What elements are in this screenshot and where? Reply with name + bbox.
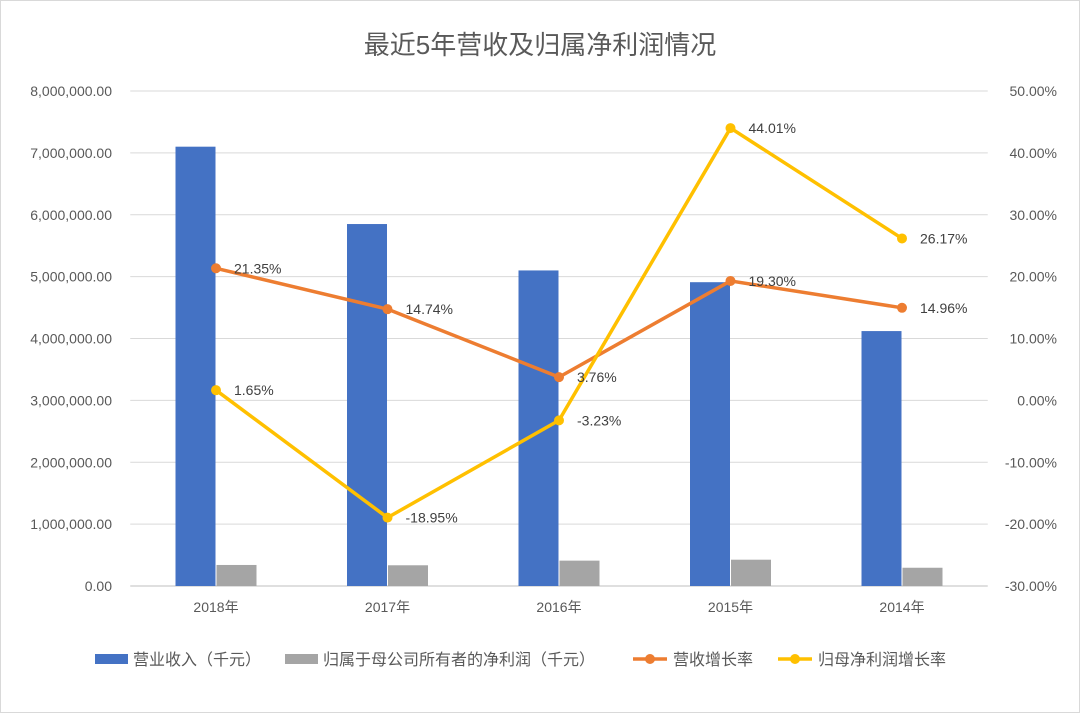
revenue-bar-2018 [175,146,216,586]
revenue-growth-data-label: 21.35% [234,260,281,276]
revenue-growth-point-2018 [211,263,221,274]
legend-marker [645,654,655,664]
y2-axis-tick-label: -10.00% [1005,454,1057,470]
legend-label: 营业收入（千元） [133,651,261,669]
bar-series [175,146,943,586]
chart-title: 最近5年营收及归属净利润情况 [364,30,716,60]
revenue-growth-point-2017 [382,304,393,315]
x-axis-tick-label: 2016年 [536,599,581,615]
revenue-growth-data-label: 19.30% [749,273,796,289]
net-profit-growth-data-label: 26.17% [920,230,967,246]
legend-swatch [285,654,318,664]
y2-axis-tick-label: -30.00% [1005,578,1057,594]
y-axis-tick-label: 0.00 [85,578,112,594]
y2-axis-tick-label: 0.00% [1017,392,1057,408]
net-profit-bar-2014 [902,567,943,586]
net-profit-bar-2016 [559,560,600,586]
y-axis-right: -30.00% -20.00% -10.00% 0.00% 10.00% 20.00% 30… [1005,83,1057,594]
revenue-growth-data-label: 3.76% [577,369,617,385]
net-profit-growth-data-label: -18.95% [406,510,458,526]
y2-axis-tick-label: 10.00% [1010,331,1057,347]
net-profit-growth-point-2016 [554,415,564,426]
y2-axis-tick-label: 30.00% [1010,207,1057,223]
x-axis: 2018年 2017年 2016年 2015年 2014年 [193,599,924,615]
line-series [211,123,907,523]
y-axis-tick-label: 5,000,000.00 [30,269,112,285]
net-profit-growth-data-label: 44.01% [749,120,796,136]
legend-item-net-profit-growth: 归母净利润增长率 [778,651,946,669]
revenue-growth-data-label: 14.96% [920,300,967,316]
y-axis-tick-label: 4,000,000.00 [30,331,112,347]
revenue-growth-point-2016 [554,372,564,383]
net-profit-growth-point-2017 [382,512,393,523]
y2-axis-tick-label: -20.00% [1005,516,1057,532]
net-profit-growth-data-label: -3.23% [577,412,621,428]
legend-label: 营收增长率 [673,651,753,669]
legend-item-revenue: 营业收入（千元） [95,651,261,669]
net-profit-growth-point-2014 [897,233,907,244]
y-axis-tick-label: 1,000,000.00 [30,516,112,532]
y-axis-tick-label: 7,000,000.00 [30,145,112,161]
legend: 营业收入（千元） 归属于母公司所有者的净利润（千元） 营收增长率 归母净利润增长率 [95,651,946,669]
legend-label: 归属于母公司所有者的净利润（千元） [323,651,595,669]
x-axis-tick-label: 2018年 [193,599,238,615]
data-labels: 21.35% 14.74% 3.76% 19.30% 14.96% 1.65% -18.95… [234,120,967,526]
revenue-growth-point-2015 [725,275,736,286]
y2-axis-tick-label: 40.00% [1010,145,1057,161]
legend-item-revenue-growth: 营收增长率 [633,651,753,669]
net-profit-bar-2015 [731,559,771,586]
y2-axis-tick-label: 50.00% [1010,83,1057,99]
legend-label: 归母净利润增长率 [818,651,946,669]
y-axis-left: 0.00 1,000,000.00 2,000,000.00 3,000,000.00… [30,83,112,594]
y-axis-tick-label: 8,000,000.00 [30,83,112,99]
revenue-bar-2014 [861,331,902,586]
net-profit-growth-point-2015 [725,123,736,134]
legend-marker [790,654,800,664]
revenue-bar-2015 [690,282,730,586]
gridlines [130,90,988,587]
revenue-bar-2016 [518,270,559,586]
y2-axis-tick-label: 20.00% [1010,269,1057,285]
revenue-bar-2017 [347,224,387,586]
net-profit-growth-data-label: 1.65% [234,382,274,398]
legend-swatch [95,654,128,664]
legend-item-net-profit: 归属于母公司所有者的净利润（千元） [285,651,595,669]
revenue-growth-point-2014 [897,302,907,313]
net-profit-growth-point-2018 [211,385,221,396]
x-axis-tick-label: 2017年 [365,599,410,615]
net-profit-bar-2018 [216,564,257,586]
net-profit-bar-2017 [388,565,428,586]
x-axis-tick-label: 2014年 [879,599,924,615]
y-axis-tick-label: 6,000,000.00 [30,207,112,223]
x-axis-tick-label: 2015年 [708,599,753,615]
revenue-growth-data-label: 14.74% [406,301,453,317]
y-axis-tick-label: 3,000,000.00 [30,392,112,408]
y-axis-tick-label: 2,000,000.00 [30,454,112,470]
